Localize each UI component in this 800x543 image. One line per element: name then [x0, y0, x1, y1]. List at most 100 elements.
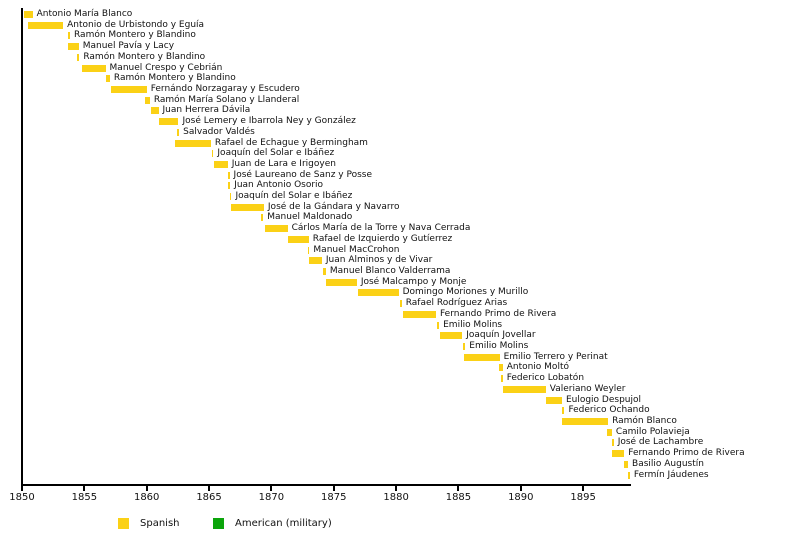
governor-name-label: Rafael de Izquierdo y Gutíerrez [312, 233, 453, 244]
timeline-bar [628, 471, 630, 479]
axis-tick-label: 1865 [196, 492, 222, 503]
axis-tick [332, 486, 335, 491]
timeline-bar [545, 396, 562, 404]
timeline-bar [158, 118, 179, 126]
governor-name-label: Joaquín del Solar e Ibáñez [235, 191, 353, 202]
governor-name-label: Fernando Primo de Rivera [440, 308, 557, 319]
axis-tick-label: 1860 [133, 492, 160, 503]
governor-name-label: Domingo Moriones y Murillo [402, 287, 529, 298]
timeline-bar [175, 139, 211, 147]
governor-name-label: Manuel MacCrohon [313, 244, 400, 255]
timeline-bar [561, 417, 609, 425]
timeline-bar [464, 353, 500, 361]
governor-name-label: Juan Antonio Osorio [234, 180, 324, 191]
timeline-bar [500, 375, 503, 383]
governor-name-label: Federico Ochando [568, 405, 650, 416]
timeline-bar [561, 407, 565, 415]
governor-name-label: Eulogio Despujol [565, 394, 641, 405]
governor-name-label: Antonio María Blanco [36, 9, 133, 19]
governor-name-label: Ramón Montero y Blandino [83, 51, 206, 62]
governor-name-label: Emilio Molins [469, 341, 529, 351]
timeline-bar [611, 439, 614, 447]
timeline-bar [229, 193, 232, 201]
legend: Spanish American (military) [0, 513, 800, 537]
axis-tick [582, 486, 585, 491]
timeline-bar [322, 268, 326, 276]
governor-name-label: Antonio Moltó [506, 362, 569, 373]
governor-name-label: Federico Lobatón [506, 373, 585, 384]
axis-tick-label: 1890 [508, 492, 534, 503]
timeline-bar [27, 21, 64, 29]
timeline-bar [264, 225, 288, 233]
x-axis-line [21, 484, 631, 486]
governor-name-label: Valeriano Weyler [549, 383, 626, 394]
timeline-bar [151, 107, 159, 115]
timeline-bar [227, 171, 230, 179]
governor-name-label: Ramón Montero y Blandino [74, 30, 196, 41]
timeline-bar [231, 203, 264, 211]
timeline-bar [611, 450, 625, 458]
governor-name-label: Juan Alminos y de Vivar [325, 255, 433, 266]
axis-tick [457, 486, 460, 491]
governor-name-label: Salvador Valdés [183, 126, 255, 137]
timeline-bar [624, 460, 629, 468]
governor-name-label: Ramón María Solano y Llanderal [153, 94, 300, 105]
timeline-bar [307, 246, 310, 254]
timeline-bar [177, 128, 180, 136]
timeline-bar [607, 428, 612, 436]
timeline-bar [68, 43, 79, 51]
axis-tick [83, 486, 86, 491]
y-axis-line [21, 8, 23, 486]
governor-name-label: Juan Herrera Dávila [162, 105, 251, 116]
timeline-bar [82, 64, 106, 72]
axis-tick [270, 486, 273, 491]
axis-tick-label: 1895 [570, 492, 596, 503]
timeline-bar [228, 182, 231, 190]
timeline-bar [145, 96, 150, 104]
governor-name-label: José Laureano de Sanz y Posse [233, 169, 372, 180]
axis-tick-label: 1850 [9, 492, 35, 503]
axis-tick-label: 1875 [321, 492, 347, 503]
timeline-bar [106, 75, 110, 83]
governor-name-label: Cárlos María de la Torre y Nava Cerrada [291, 223, 471, 234]
timeline-bar [260, 214, 264, 222]
axis-tick-label: 1855 [71, 492, 98, 503]
timeline-bar [110, 85, 147, 93]
timeline-bar [287, 235, 309, 243]
axis-tick-label: 1870 [258, 492, 285, 503]
governor-name-label: José de la Gándara y Navarro [267, 201, 400, 212]
axis-tick [519, 486, 522, 491]
timeline-bar [214, 160, 228, 168]
axis-tick [395, 486, 398, 491]
timeline-bar [23, 11, 33, 18]
axis-tick-label: 1885 [445, 492, 472, 503]
legend-label-spanish: Spanish [140, 518, 180, 529]
timeline-bar [399, 300, 402, 308]
timeline-bar [309, 257, 322, 265]
governor-name-label: Juan de Lara e Irigoyen [231, 158, 336, 169]
governor-name-label: Emilio Molins [443, 319, 503, 330]
governor-name-label: Joaquín Jovellar [466, 330, 536, 341]
axis-tick [145, 486, 148, 491]
governor-name-label: Manuel Crespo y Cebrián [109, 62, 223, 73]
governor-name-label: Fermín Jáudenes [633, 469, 709, 480]
governor-name-label: Manuel Maldonado [267, 212, 353, 223]
governor-name-label: Manuel Blanco Valderrama [329, 266, 451, 277]
timeline-bar [326, 278, 357, 286]
timeline-bar [358, 289, 399, 297]
governor-name-label: Antonio de Urbistondo y Eguía [67, 19, 205, 30]
timeline-bar [498, 364, 503, 372]
timeline-bar [77, 53, 80, 61]
governor-name-label: José Malcampo y Monje [360, 276, 467, 287]
governor-name-label: Ramón Montero y Blandino [113, 73, 236, 84]
axis-tick [208, 486, 211, 491]
governor-name-label: Fernándo Norzagaray y Escudero [150, 83, 300, 94]
governor-name-label: Joaquín del Solar e Ibáñez [217, 148, 335, 159]
timeline-bar [440, 332, 463, 340]
governor-name-label: Manuel Pavía y Lacy [82, 41, 175, 52]
timeline-bar [402, 310, 436, 318]
governor-name-label: Emilio Terrero y Perinat [503, 351, 608, 362]
legend-label-american: American (military) [235, 518, 332, 529]
governor-name-label: José Lemery e Ibarrola Ney y González [182, 116, 356, 127]
